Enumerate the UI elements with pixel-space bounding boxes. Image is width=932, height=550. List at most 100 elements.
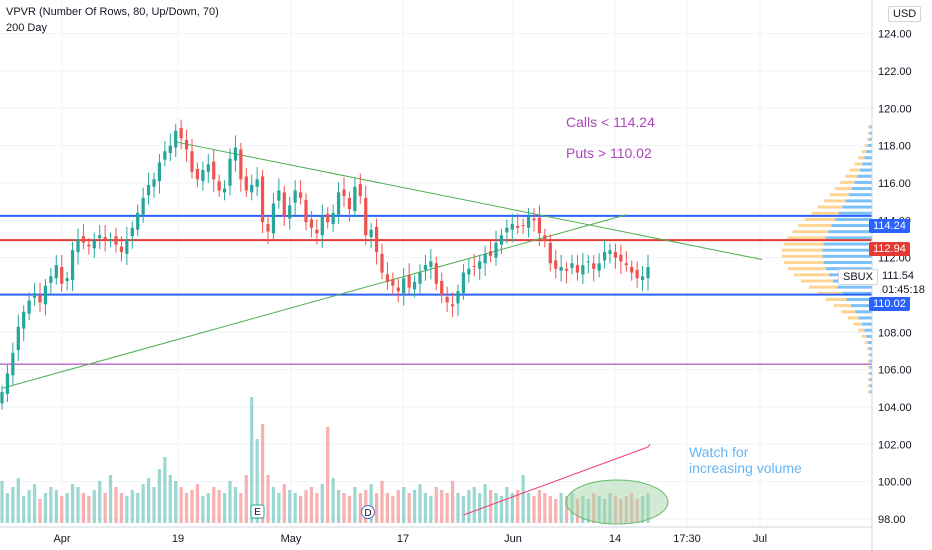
candle-body xyxy=(304,199,308,223)
candle-body xyxy=(483,253,487,264)
volume-bar xyxy=(130,490,134,523)
volume-bar xyxy=(293,493,297,523)
volume-profile-down xyxy=(788,267,826,271)
candle-body xyxy=(108,239,113,241)
candle-body xyxy=(554,260,558,269)
calls-annotation: Calls < 114.24 xyxy=(566,114,655,130)
volume-bar xyxy=(282,484,286,523)
candle-body xyxy=(201,169,205,182)
candle-body xyxy=(336,192,341,215)
volume-bar xyxy=(157,469,162,523)
currency-button[interactable]: USD xyxy=(888,6,922,22)
candle-body xyxy=(385,274,390,282)
candle-body xyxy=(212,161,216,180)
volume-profile-up xyxy=(866,334,872,338)
candle-body xyxy=(43,285,48,305)
volume-profile-down xyxy=(849,168,860,172)
volume-profile-up xyxy=(866,150,872,154)
volume-bar xyxy=(288,490,292,523)
volume-profile-up xyxy=(837,285,872,289)
candle-body xyxy=(222,188,227,193)
candle-body xyxy=(114,236,118,245)
volume-bar xyxy=(385,493,390,523)
candle-body xyxy=(27,300,31,314)
volume-profile-up xyxy=(831,224,872,228)
candle-body xyxy=(244,176,248,191)
candle-body xyxy=(16,326,20,351)
symbol-badge: SBUX xyxy=(838,269,878,285)
volume-profile-down xyxy=(864,341,869,345)
volume-bar xyxy=(510,493,514,523)
volume-bar xyxy=(347,496,352,523)
candle-body xyxy=(146,184,151,196)
volume-profile-up xyxy=(822,248,872,252)
volume-profile-up xyxy=(857,174,872,178)
volume-bar xyxy=(423,493,428,523)
candle-body xyxy=(570,263,574,268)
candle-body xyxy=(233,147,238,161)
volume-profile-down xyxy=(868,365,870,369)
candle-body xyxy=(179,127,183,139)
volume-profile-down xyxy=(858,328,865,332)
volume-bar xyxy=(22,496,26,523)
volume-bar xyxy=(11,487,15,523)
candle-body xyxy=(358,183,362,197)
volume-profile-up xyxy=(859,168,872,172)
candle-body xyxy=(369,229,373,238)
volume-bar xyxy=(250,397,254,523)
earnings-marker-label: E xyxy=(254,507,261,518)
indicator-label[interactable]: VPVR (Number Of Rows, 80, Up/Down, 70) xyxy=(6,6,219,18)
candle-body xyxy=(635,269,639,279)
candle-body xyxy=(380,253,384,273)
candle-body xyxy=(293,190,297,203)
candle-body xyxy=(255,179,259,187)
volume-bar xyxy=(353,487,357,523)
candle-body xyxy=(374,226,379,253)
candle-body xyxy=(581,265,585,275)
candle-body xyxy=(624,263,628,266)
volume-bar xyxy=(60,496,64,523)
volume-profile-up xyxy=(855,310,872,314)
y-tick-label: 120.00 xyxy=(878,103,912,115)
watch-volume-annotation: Watch for increasing volume xyxy=(689,444,802,476)
volume-profile-down xyxy=(853,322,862,326)
x-tick-label: Jul xyxy=(753,533,767,545)
y-tick-label: 116.00 xyxy=(878,178,911,190)
candle-body xyxy=(331,212,335,225)
y-tick-label: 124.00 xyxy=(878,29,912,41)
candle-body xyxy=(630,267,634,273)
volume-bar xyxy=(494,493,498,523)
volume-profile-down xyxy=(861,150,867,154)
volume-profile-up xyxy=(842,205,872,209)
volume-bar xyxy=(125,496,129,523)
volume-bar xyxy=(564,496,569,523)
volume-bar xyxy=(239,493,243,523)
volume-bar xyxy=(76,487,80,523)
candle-body xyxy=(429,261,433,267)
candle-body xyxy=(11,352,15,376)
volume-bar xyxy=(304,490,308,523)
volume-profile-up xyxy=(869,384,872,388)
candle-body xyxy=(320,216,324,236)
candle-body xyxy=(461,272,466,294)
volume-bar xyxy=(98,481,102,523)
volume-profile-up xyxy=(858,316,872,320)
volume-bar xyxy=(16,478,20,523)
candle-body xyxy=(157,162,162,182)
volume-bar xyxy=(412,490,417,523)
volume-bar xyxy=(70,484,75,523)
volume-bar xyxy=(233,487,238,523)
volume-bar xyxy=(190,490,194,523)
volume-bar xyxy=(532,496,536,523)
volume-bar xyxy=(548,496,552,523)
dividend-marker xyxy=(361,505,375,519)
moving-average-label[interactable]: 200 Day xyxy=(6,22,47,34)
volume-profile-up xyxy=(869,371,872,375)
volume-bar xyxy=(483,484,487,523)
volume-bar xyxy=(27,490,31,523)
x-tick-label: Jun xyxy=(504,533,522,545)
candle-body xyxy=(190,151,194,172)
candle-body xyxy=(499,235,504,245)
volume-profile-down xyxy=(854,162,863,166)
candle-body xyxy=(592,263,596,269)
